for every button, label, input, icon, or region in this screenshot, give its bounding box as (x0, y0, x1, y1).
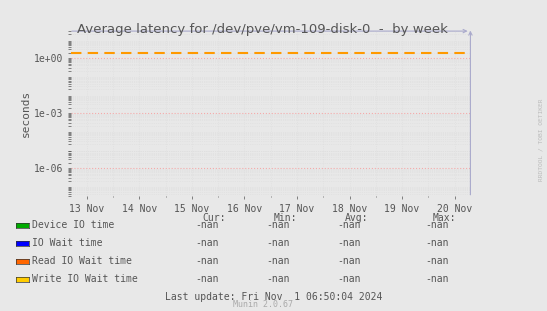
Text: Device IO time: Device IO time (32, 220, 114, 230)
Text: -nan: -nan (425, 274, 449, 284)
Text: Avg:: Avg: (345, 213, 368, 223)
Text: Write IO Wait time: Write IO Wait time (32, 274, 138, 284)
Text: -nan: -nan (195, 238, 219, 248)
Text: Cur:: Cur: (202, 213, 226, 223)
Text: Average latency for /dev/pve/vm-109-disk-0  -  by week: Average latency for /dev/pve/vm-109-disk… (77, 23, 448, 36)
Text: -nan: -nan (266, 256, 290, 266)
Text: -nan: -nan (266, 274, 290, 284)
Text: -nan: -nan (337, 238, 361, 248)
Text: -nan: -nan (337, 220, 361, 230)
Text: Read IO Wait time: Read IO Wait time (32, 256, 132, 266)
Text: IO Wait time: IO Wait time (32, 238, 102, 248)
Text: -nan: -nan (195, 274, 219, 284)
Text: Last update: Fri Nov  1 06:50:04 2024: Last update: Fri Nov 1 06:50:04 2024 (165, 292, 382, 302)
Text: -nan: -nan (337, 274, 361, 284)
Y-axis label: seconds: seconds (21, 90, 31, 137)
Text: Max:: Max: (432, 213, 456, 223)
Text: -nan: -nan (425, 238, 449, 248)
Text: -nan: -nan (425, 256, 449, 266)
Text: -nan: -nan (195, 256, 219, 266)
Text: Min:: Min: (274, 213, 297, 223)
Text: -nan: -nan (266, 220, 290, 230)
Text: Munin 2.0.67: Munin 2.0.67 (232, 299, 293, 309)
Text: -nan: -nan (266, 238, 290, 248)
Text: -nan: -nan (425, 220, 449, 230)
Text: -nan: -nan (195, 220, 219, 230)
Text: -nan: -nan (337, 256, 361, 266)
Text: RRDTOOL / TOBI OETIKER: RRDTOOL / TOBI OETIKER (538, 99, 543, 181)
